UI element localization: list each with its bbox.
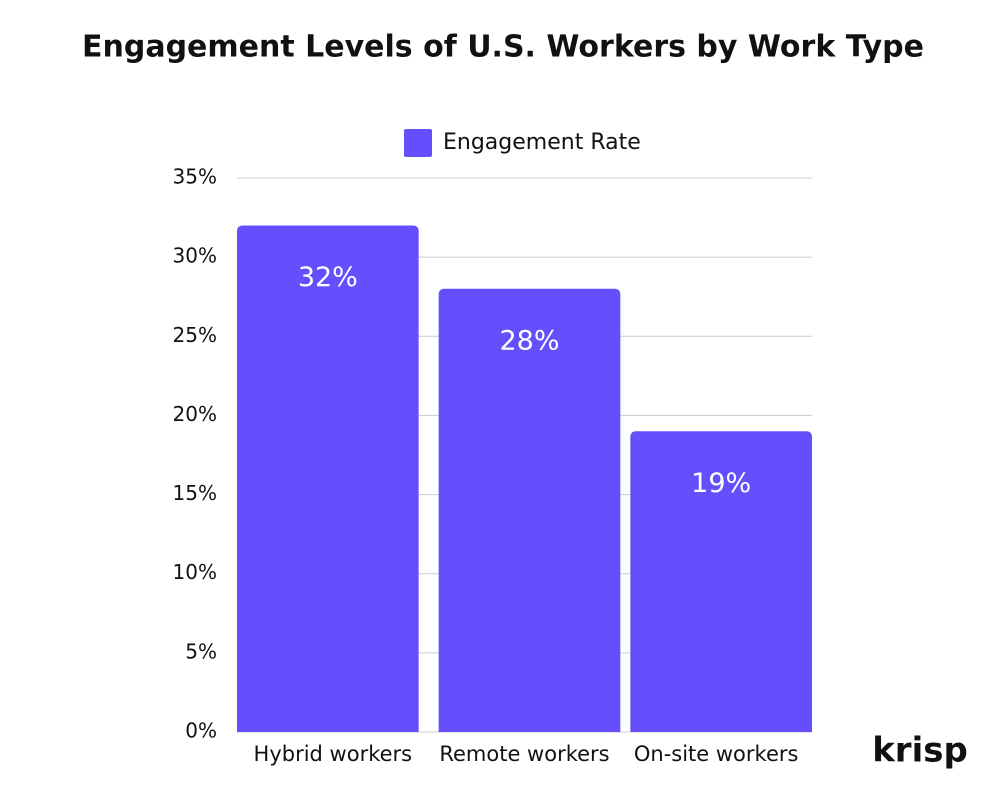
x-tick-label: On-site workers	[634, 742, 799, 766]
bar	[630, 431, 812, 732]
x-tick-label: Remote workers	[439, 742, 609, 766]
y-tick-label: 5%	[185, 639, 217, 663]
x-tick-label: Hybrid workers	[254, 742, 413, 766]
y-tick-label: 0%	[185, 719, 217, 743]
y-tick-label: 15%	[173, 481, 217, 505]
value-label: 28%	[499, 325, 559, 356]
value-label: 32%	[298, 262, 358, 293]
y-tick-label: 30%	[173, 244, 217, 268]
legend-swatch	[404, 129, 432, 157]
y-tick-label: 25%	[173, 323, 217, 347]
value-label: 19%	[691, 468, 751, 499]
y-tick-label: 10%	[173, 560, 217, 584]
brand-logo: krisp	[872, 731, 968, 771]
bar	[438, 288, 621, 732]
y-tick-label: 35%	[173, 165, 217, 189]
bar	[237, 225, 419, 732]
y-tick-label: 20%	[173, 402, 217, 426]
chart-title: Engagement Levels of U.S. Workers by Wor…	[82, 30, 924, 65]
legend-label: Engagement Rate	[443, 130, 641, 155]
